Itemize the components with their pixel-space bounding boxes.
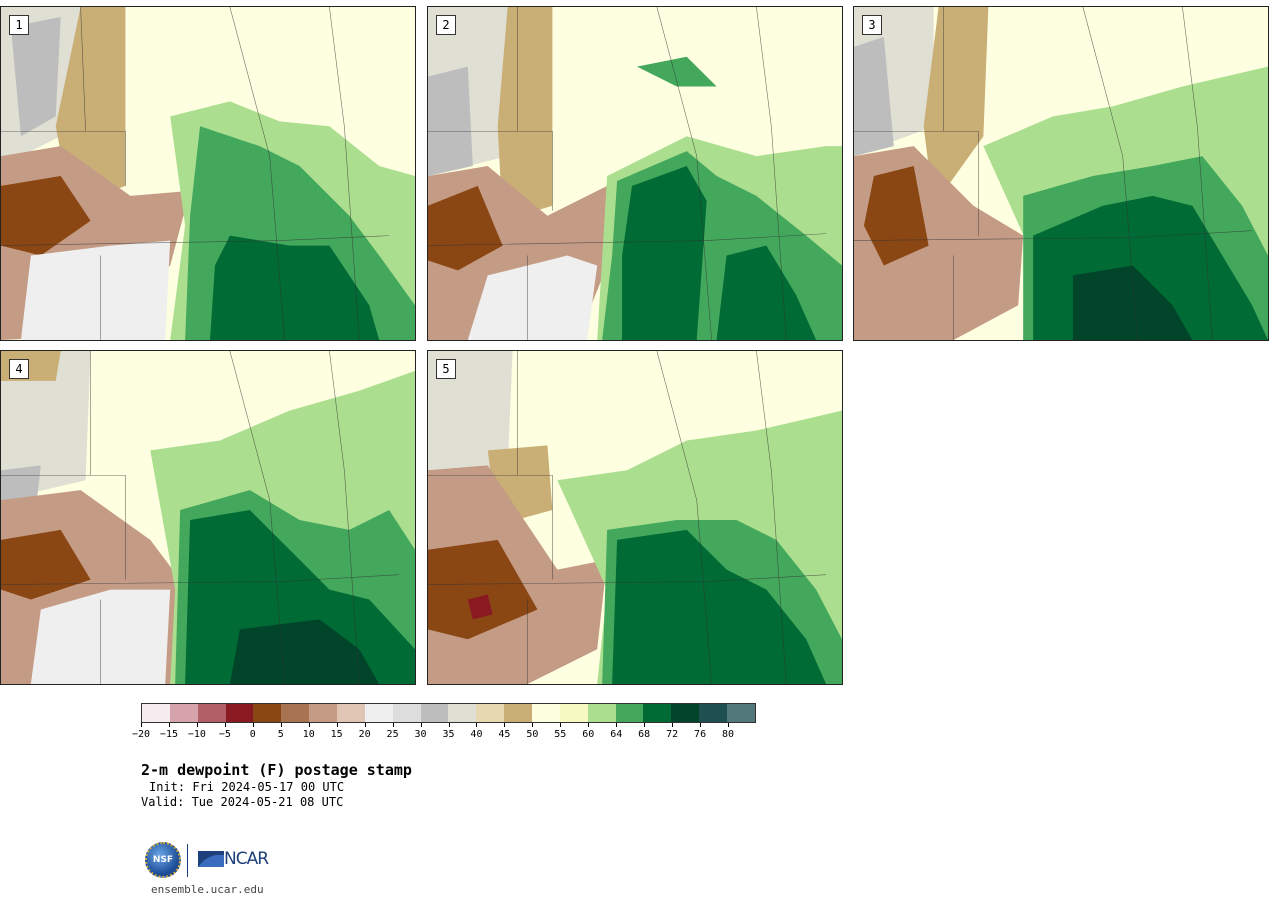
- colorbar-swatch: [225, 704, 254, 722]
- panel-number: 3: [862, 15, 882, 35]
- colorbar-tick-label: 25: [386, 729, 399, 740]
- panel-number: 1: [9, 15, 29, 35]
- colorbar-swatch: [281, 704, 310, 722]
- colorbar: [141, 703, 756, 723]
- colorbar-tick-label: 72: [666, 729, 679, 740]
- colorbar-swatch: [587, 704, 616, 722]
- colorbar-tick: [392, 723, 394, 727]
- colorbar-tick-label: 10: [302, 729, 315, 740]
- colorbar-tick: [532, 723, 534, 727]
- colorbar-tick: [644, 723, 646, 727]
- panel-number: 2: [436, 15, 456, 35]
- colorbar-tick: [168, 723, 170, 727]
- member-map-2: 2: [427, 6, 843, 341]
- panel-number: 5: [436, 359, 456, 379]
- member-map-5: 5: [427, 350, 843, 685]
- colorbar-swatch: [142, 704, 170, 722]
- colorbar-swatch: [671, 704, 700, 722]
- colorbar-tick: [364, 723, 366, 727]
- colorbar-tick: [476, 723, 478, 727]
- colorbar-swatch: [392, 704, 421, 722]
- colorbar-swatch: [559, 704, 588, 722]
- colorbar-tick: [588, 723, 590, 727]
- figure-title: 2-m dewpoint (F) postage stamp: [141, 761, 412, 779]
- colorbar-swatch: [476, 704, 505, 722]
- colorbar-tick: [280, 723, 282, 727]
- ncar-mark-icon: [198, 851, 224, 867]
- dewpoint-map-4: [1, 351, 415, 684]
- logo-divider: [187, 844, 188, 877]
- colorbar-swatch: [253, 704, 282, 722]
- colorbar-swatch: [699, 704, 728, 722]
- member-map-1: 1: [0, 6, 416, 341]
- colorbar-swatch: [197, 704, 226, 722]
- ncar-logo: NCAR: [224, 849, 269, 869]
- colorbar-swatch: [727, 704, 755, 722]
- colorbar-tick: [616, 723, 618, 727]
- dewpoint-map-3: [854, 7, 1268, 340]
- colorbar-tick: [224, 723, 226, 727]
- colorbar-tick-label: −10: [187, 729, 206, 740]
- colorbar-tick-label: −20: [131, 729, 151, 740]
- colorbar-swatch: [504, 704, 533, 722]
- colorbar-tick: [504, 723, 506, 727]
- colorbar-swatch: [615, 704, 644, 722]
- colorbar-tick-label: −5: [218, 729, 231, 740]
- colorbar-tick: [700, 723, 702, 727]
- colorbar-tick: [420, 723, 422, 727]
- nsf-logo: NSF: [145, 842, 181, 878]
- colorbar-tick: [728, 723, 730, 727]
- colorbar-swatch: [364, 704, 393, 722]
- panel-number: 4: [9, 359, 29, 379]
- logos: NSF NCAR: [143, 842, 283, 882]
- colorbar-tick-label: −15: [159, 729, 178, 740]
- colorbar-swatch: [337, 704, 365, 722]
- colorbar-tick-label: 40: [470, 729, 483, 740]
- colorbar-tick-label: 35: [442, 729, 455, 740]
- colorbar-tick: [336, 723, 338, 727]
- valid-time: Valid: Tue 2024-05-21 08 UTC: [141, 795, 344, 809]
- dewpoint-map-1: [1, 7, 415, 340]
- colorbar-swatch: [532, 704, 560, 722]
- colorbar-tick: [196, 723, 198, 727]
- colorbar-swatch: [169, 704, 198, 722]
- colorbar-tick-label: 15: [330, 729, 343, 740]
- colorbar-tick: [448, 723, 450, 727]
- colorbar-tick-label: 50: [526, 729, 539, 740]
- colorbar-tick-label: 80: [722, 729, 735, 740]
- colorbar-swatch: [448, 704, 477, 722]
- colorbar-tick-label: 45: [498, 729, 511, 740]
- colorbar-tick: [308, 723, 310, 727]
- colorbar-tick-label: 0: [249, 729, 256, 740]
- colorbar-tick-label: 55: [554, 729, 567, 740]
- colorbar-tick-label: 64: [610, 729, 623, 740]
- dewpoint-map-2: [428, 7, 842, 340]
- colorbar-tick-label: 60: [582, 729, 595, 740]
- site-url: ensemble.ucar.edu: [151, 883, 264, 896]
- colorbar-swatch: [309, 704, 338, 722]
- colorbar-tick-label: 5: [277, 729, 284, 740]
- colorbar-ticks: −20 −15 −10 −5 0 5 10 15 20 25 30 35 40 45 50 55 60 64 68 7…: [132, 723, 756, 743]
- colorbar-tick-label: 30: [414, 729, 427, 740]
- colorbar-tick-label: 68: [638, 729, 651, 740]
- colorbar-tick: [141, 723, 142, 727]
- colorbar-tick: [672, 723, 674, 727]
- member-map-3: 3: [853, 6, 1269, 341]
- dewpoint-map-5: [428, 351, 842, 684]
- colorbar-tick: [560, 723, 562, 727]
- member-map-4: 4: [0, 350, 416, 685]
- colorbar-swatch: [643, 704, 672, 722]
- colorbar-tick: [252, 723, 254, 727]
- colorbar-tick-label: 20: [358, 729, 371, 740]
- init-time: Init: Fri 2024-05-17 00 UTC: [149, 780, 345, 794]
- colorbar-swatch: [420, 704, 449, 722]
- colorbar-tick-label: 76: [694, 729, 707, 740]
